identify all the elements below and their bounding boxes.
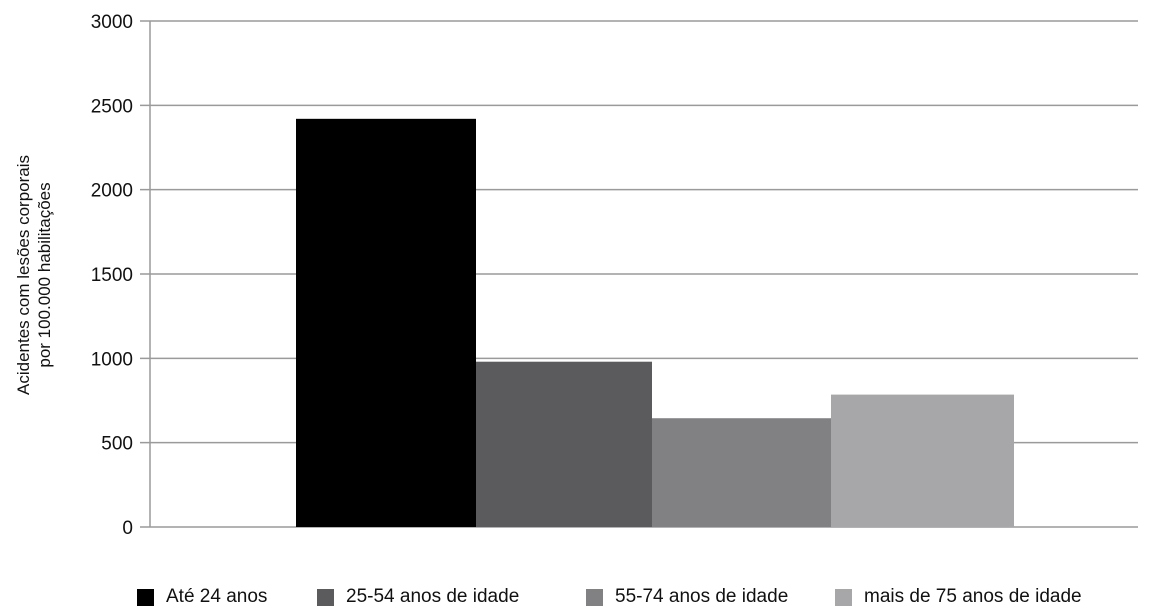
legend-item-25-54: 25-54 anos de idade xyxy=(317,586,519,608)
bar-chart: 0 500 1000 1500 2000 2500 3000 Acidentes com l… xyxy=(14,12,1138,539)
legend: Até 24 anos 25-54 anos de idade 55-74 an… xyxy=(0,586,1150,610)
y-tick-label: 0 xyxy=(122,518,133,539)
legend-label-55-74: 55-74 anos de idade xyxy=(615,586,789,607)
y-axis-title: Acidentes com lesões corporais por 100.0… xyxy=(14,155,54,395)
legend-swatch-25-54 xyxy=(317,588,334,606)
bar-3 xyxy=(652,418,831,527)
bar-2 xyxy=(476,361,652,527)
y-tick-label: 1000 xyxy=(91,349,133,370)
legend-item-ate-24: Até 24 anos xyxy=(137,586,267,608)
y-tick-label: 3000 xyxy=(91,12,133,33)
legend-label-75-plus: mais de 75 anos de idade xyxy=(864,586,1082,607)
legend-label-25-54: 25-54 anos de idade xyxy=(346,586,520,607)
legend-label-ate-24: Até 24 anos xyxy=(166,586,268,607)
bar-1 xyxy=(296,118,476,528)
legend-item-75-plus: mais de 75 anos de idade xyxy=(835,586,1082,608)
y-tick-labels: 0 500 1000 1500 2000 2500 3000 xyxy=(91,12,133,539)
y-axis-title-line-1: Acidentes com lesões corporais xyxy=(14,155,33,395)
legend-swatch-55-74 xyxy=(586,588,603,606)
y-tick-label: 2500 xyxy=(91,96,133,117)
bars xyxy=(296,118,1014,528)
y-tick-label: 1500 xyxy=(91,265,133,286)
y-axis-title-line-2: por 100.000 habilitações xyxy=(35,182,54,367)
legend-swatch-75-plus xyxy=(835,588,852,606)
y-tick-label: 2000 xyxy=(91,181,133,202)
y-tick-label: 500 xyxy=(101,434,133,455)
legend-item-55-74: 55-74 anos de idade xyxy=(586,586,788,608)
bar-4 xyxy=(831,394,1014,527)
legend-swatch-ate-24 xyxy=(137,588,154,606)
